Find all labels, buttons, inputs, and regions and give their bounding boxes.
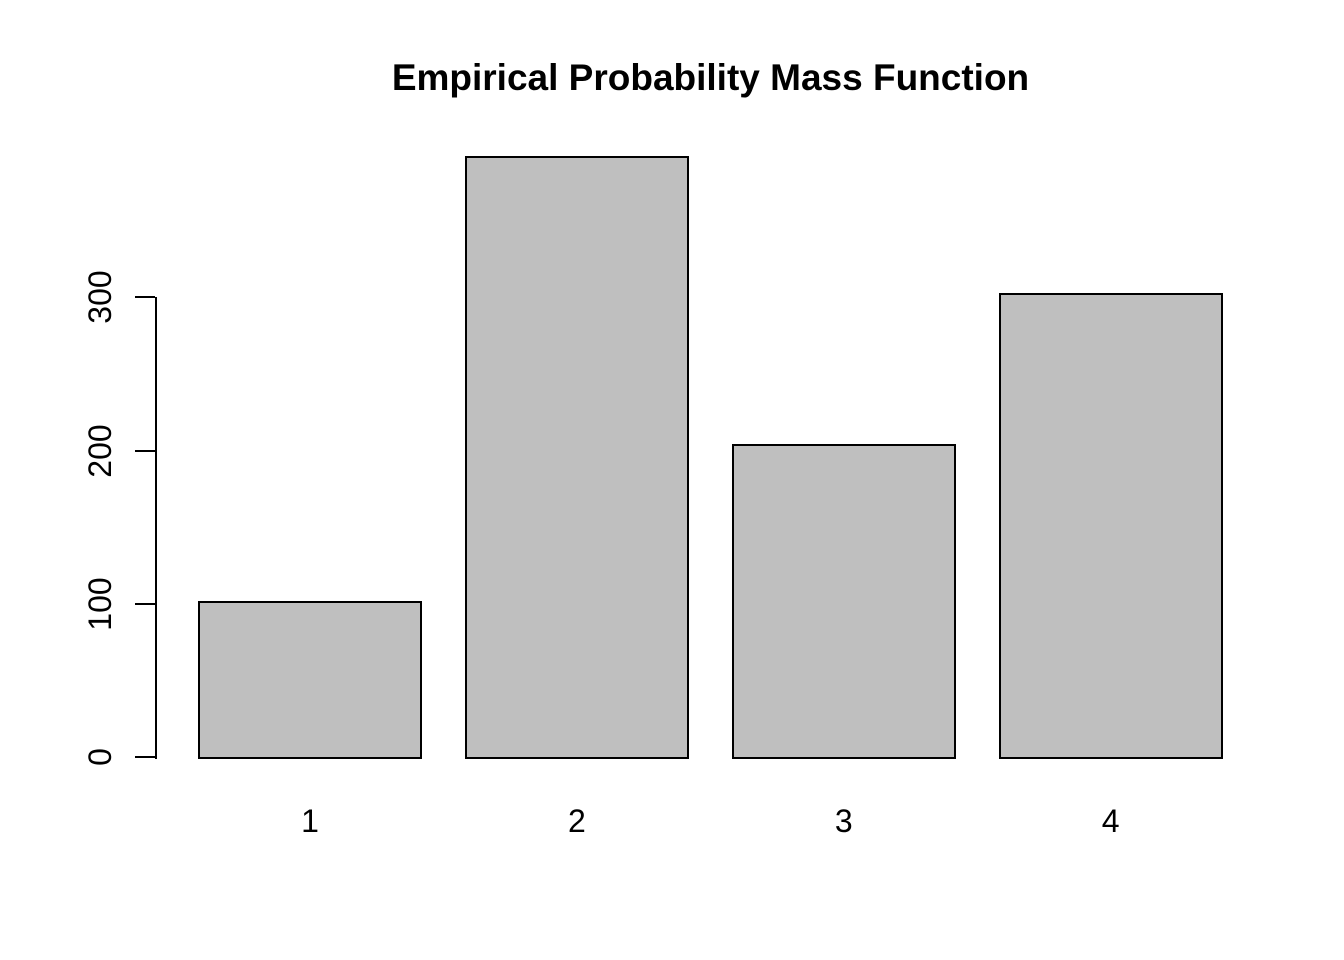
bar bbox=[731, 444, 956, 759]
y-tick bbox=[135, 449, 155, 452]
x-tick-label: 4 bbox=[1101, 803, 1120, 839]
bar bbox=[198, 600, 422, 759]
y-tick-label: 300 bbox=[82, 270, 118, 325]
y-tick-label: 200 bbox=[82, 423, 118, 478]
chart-title: Empirical Probability Mass Function bbox=[391, 57, 1030, 98]
y-axis-line bbox=[155, 297, 157, 759]
x-tick-label: 2 bbox=[567, 803, 586, 839]
y-tick bbox=[135, 602, 155, 605]
bar bbox=[998, 292, 1223, 759]
y-tick-label: 0 bbox=[82, 748, 118, 766]
y-tick-label: 100 bbox=[82, 577, 118, 631]
bar bbox=[464, 156, 689, 759]
x-tick-label: 3 bbox=[834, 803, 853, 839]
x-tick-label: 1 bbox=[301, 803, 319, 839]
y-tick bbox=[135, 756, 155, 758]
y-tick bbox=[135, 296, 155, 299]
